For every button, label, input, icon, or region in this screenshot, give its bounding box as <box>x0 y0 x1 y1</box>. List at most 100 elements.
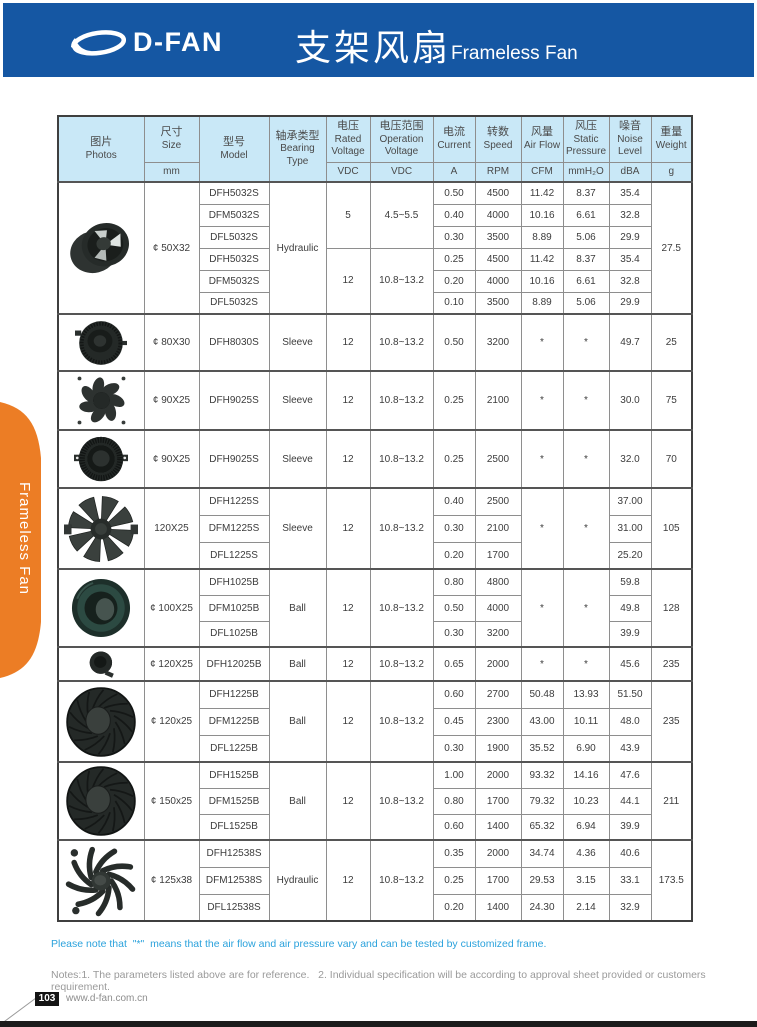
cell-size: ¢ 120x25 <box>143 680 200 763</box>
cell-rated-voltage: 12 <box>325 370 371 431</box>
cell-rated-voltage: 5 <box>325 181 371 249</box>
brand-swoosh-icon <box>71 29 127 56</box>
cell-operation-voltage: 10.8~13.2 <box>369 487 434 570</box>
cell-airflow: 50.48 <box>520 680 564 709</box>
unit-noise: dBA <box>608 161 652 183</box>
cell-size: ¢ 150x25 <box>143 761 200 841</box>
cell-speed: 1700 <box>474 787 522 815</box>
cell-current: 0.40 <box>432 487 476 516</box>
col-operation-voltage: 电压范围 Operation Voltage <box>369 115 434 163</box>
cell-speed: 2500 <box>474 429 522 489</box>
cell-noise: 47.6 <box>608 761 652 789</box>
cell-current: 0.30 <box>432 514 476 543</box>
cell-current: 0.65 <box>432 646 476 682</box>
cell-current: 0.20 <box>432 269 476 293</box>
cell-bearing: Ball <box>268 680 327 763</box>
cell-noise: 39.9 <box>608 813 652 841</box>
cell-noise: 39.9 <box>608 620 652 648</box>
cell-size: ¢ 125x38 <box>143 839 200 922</box>
cell-model: DFH12025B <box>198 646 270 682</box>
fan-icon <box>75 320 128 365</box>
cell-model: DFM1025B <box>198 594 270 622</box>
fan-photo-cell <box>57 429 145 489</box>
cell-speed: 3500 <box>474 291 522 315</box>
cell-size: 120X25 <box>143 487 200 570</box>
cell-rated-voltage: 12 <box>325 568 371 648</box>
cell-pressure: 6.90 <box>562 734 610 763</box>
col-rated-voltage: 电压 Rated Voltage <box>325 115 371 163</box>
cell-speed: 4800 <box>474 568 522 596</box>
cell-airflow: 8.89 <box>520 225 564 249</box>
unit-pressure: mmH₂O <box>562 161 610 183</box>
cell-operation-voltage: 4.5~5.5 <box>369 181 434 249</box>
cell-model: DFH12538S <box>198 839 270 868</box>
cell-noise: 30.0 <box>608 370 652 431</box>
col-model: 型号 Model <box>198 115 270 183</box>
cell-speed: 1400 <box>474 813 522 841</box>
cell-noise: 32.9 <box>608 893 652 922</box>
cell-size: ¢ 50X32 <box>143 181 200 315</box>
cell-operation-voltage: 10.8~13.2 <box>369 839 434 922</box>
cell-model: DFL1225S <box>198 541 270 570</box>
cell-speed: 4000 <box>474 269 522 293</box>
cell-pressure: 5.06 <box>562 225 610 249</box>
cell-speed: 2100 <box>474 514 522 543</box>
cell-airflow: * <box>520 370 564 431</box>
footnote-asterisk: Please note that "*" means that the air … <box>51 938 547 950</box>
cell-operation-voltage: 10.8~13.2 <box>369 247 434 315</box>
col-speed: 转数 Speed <box>474 115 522 163</box>
cell-current: 0.45 <box>432 707 476 736</box>
cell-noise: 35.4 <box>608 247 652 271</box>
cell-noise: 59.8 <box>608 568 652 596</box>
cell-operation-voltage: 10.8~13.2 <box>369 429 434 489</box>
col-weight: 重量 Weight <box>650 115 693 163</box>
cell-pressure: 6.61 <box>562 203 610 227</box>
cell-speed: 4500 <box>474 181 522 205</box>
cell-size: ¢ 100X25 <box>143 568 200 648</box>
cell-noise: 35.4 <box>608 181 652 205</box>
cell-model: DFH1525B <box>198 761 270 789</box>
cell-pressure: 6.61 <box>562 269 610 293</box>
unit-size: mm <box>143 161 200 183</box>
fan-photo-cell <box>57 487 145 570</box>
cell-speed: 4500 <box>474 247 522 271</box>
cell-current: 0.60 <box>432 680 476 709</box>
col-photos: 图片 Photos <box>57 115 145 183</box>
cell-weight: 235 <box>650 646 693 682</box>
fan-photo-cell <box>57 370 145 431</box>
cell-weight: 105 <box>650 487 693 570</box>
cell-speed: 1700 <box>474 541 522 570</box>
cell-pressure: * <box>562 370 610 431</box>
cell-size: ¢ 80X30 <box>143 313 200 372</box>
cell-current: 1.00 <box>432 761 476 789</box>
cell-operation-voltage: 10.8~13.2 <box>369 646 434 682</box>
cell-speed: 1900 <box>474 734 522 763</box>
fan-photo-cell <box>57 646 145 682</box>
cell-noise: 48.0 <box>608 707 652 736</box>
cell-noise: 44.1 <box>608 787 652 815</box>
cell-airflow: 10.16 <box>520 269 564 293</box>
cell-pressure: 10.11 <box>562 707 610 736</box>
cell-rated-voltage: 12 <box>325 487 371 570</box>
footer-diagonal-line <box>0 997 37 1025</box>
fan-photo-cell <box>57 680 145 763</box>
cell-model: DFM5032S <box>198 269 270 293</box>
cell-weight: 27.5 <box>650 181 693 315</box>
cell-pressure: 14.16 <box>562 761 610 789</box>
fan-icon <box>77 376 126 425</box>
cell-model: DFH9025S <box>198 429 270 489</box>
cell-speed: 2000 <box>474 761 522 789</box>
cell-size: ¢ 90X25 <box>143 370 200 431</box>
cell-speed: 2000 <box>474 839 522 868</box>
unit-weight: g <box>650 161 693 183</box>
fan-icon <box>72 578 131 638</box>
cell-operation-voltage: 10.8~13.2 <box>369 313 434 372</box>
cell-airflow: 11.42 <box>520 247 564 271</box>
cell-speed: 3200 <box>474 313 522 372</box>
cell-airflow: 65.32 <box>520 813 564 841</box>
cell-weight: 25 <box>650 313 693 372</box>
fan-icon <box>89 650 114 678</box>
cell-current: 0.50 <box>432 313 476 372</box>
cell-airflow: * <box>520 487 564 570</box>
cell-current: 0.25 <box>432 429 476 489</box>
